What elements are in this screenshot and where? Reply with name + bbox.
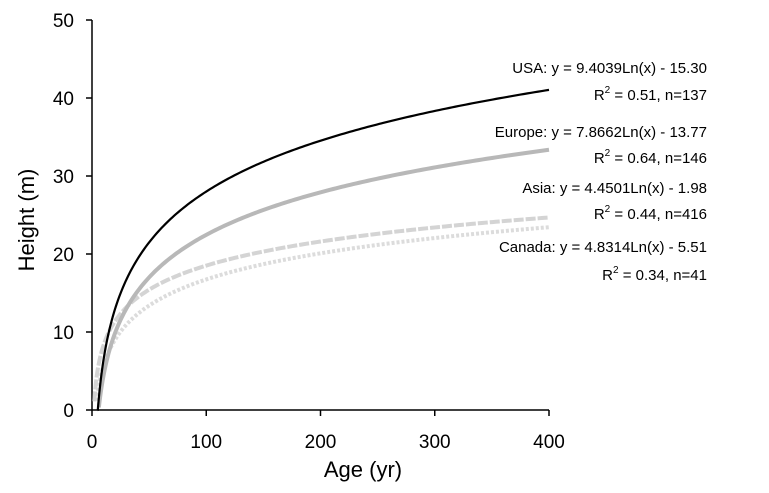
r2-label-canada: R2 = 0.34, n=41 xyxy=(602,265,707,284)
x-tick-label: 200 xyxy=(305,432,337,453)
y-tick-label: 10 xyxy=(53,323,74,344)
y-axis-title: Height (m) xyxy=(14,169,39,272)
series-line-canada xyxy=(94,225,550,402)
x-tick-label: 300 xyxy=(419,432,451,453)
y-tick-label: 40 xyxy=(53,89,74,110)
y-tick-label: 20 xyxy=(53,245,74,266)
series-layer xyxy=(92,88,550,412)
annotation-layer: USA: y = 9.4039Ln(x) - 15.30 R2 = 0.51, n… xyxy=(495,60,707,284)
equation-usa: USA: y = 9.4039Ln(x) - 15.30 xyxy=(512,60,707,77)
axes-layer: 0 100 200 300 400 0 10 20 30 40 50 xyxy=(53,11,565,453)
x-tick-label: 400 xyxy=(533,432,565,453)
y-tick-label: 0 xyxy=(63,401,74,422)
series-line-usa xyxy=(96,88,550,412)
x-axis-title: Age (yr) xyxy=(324,457,402,482)
equation-asia: Asia: y = 4.4501Ln(x) - 1.98 xyxy=(522,180,707,197)
y-tick-label: 50 xyxy=(53,11,74,32)
equation-canada: Canada: y = 4.8314Ln(x) - 5.51 xyxy=(499,239,707,256)
r2-label-europe: R2 = 0.64, n=146 xyxy=(594,148,707,167)
series-line-europe xyxy=(96,147,550,409)
x-tick-label: 100 xyxy=(190,432,222,453)
y-tick-label: 30 xyxy=(53,167,74,188)
r2-label-asia: R2 = 0.44, n=416 xyxy=(594,204,707,223)
r2-label-usa: R2 = 0.51, n=137 xyxy=(594,85,707,104)
series-line-asia xyxy=(92,215,550,402)
x-tick-label: 0 xyxy=(87,432,98,453)
equation-europe: Europe: y = 7.8662Ln(x) - 13.77 xyxy=(495,124,707,141)
